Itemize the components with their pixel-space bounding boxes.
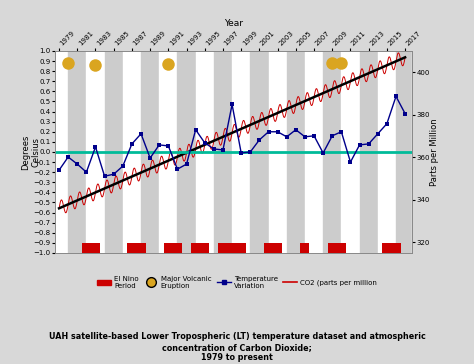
Bar bbox=[214, 51, 232, 253]
Bar bbox=[128, 243, 137, 253]
Bar bbox=[177, 51, 196, 253]
Text: UAH satellite-based Lower Tropospheric (LT) temperature dataset and atmospheric
: UAH satellite-based Lower Tropospheric (… bbox=[49, 332, 425, 362]
Bar bbox=[237, 243, 246, 253]
Bar bbox=[323, 51, 341, 253]
Bar bbox=[268, 51, 287, 253]
Bar bbox=[219, 243, 228, 253]
Bar bbox=[228, 243, 237, 253]
Bar bbox=[392, 243, 401, 253]
Bar bbox=[196, 51, 214, 253]
Bar bbox=[337, 243, 346, 253]
Bar bbox=[191, 243, 200, 253]
Bar bbox=[301, 243, 310, 253]
Bar bbox=[137, 243, 146, 253]
Bar bbox=[91, 243, 100, 253]
Legend: El Nino
Period, Major Volcanic
Eruption, Temperature
Variation, CO2 (parts per m: El Nino Period, Major Volcanic Eruption,… bbox=[97, 276, 377, 289]
Bar bbox=[287, 51, 305, 253]
Bar bbox=[341, 51, 360, 253]
Bar bbox=[328, 243, 337, 253]
X-axis label: Year: Year bbox=[224, 19, 243, 28]
Y-axis label: Parts per Million: Parts per Million bbox=[430, 118, 439, 186]
Bar bbox=[305, 51, 323, 253]
Bar bbox=[68, 51, 86, 253]
Bar bbox=[141, 51, 159, 253]
Bar bbox=[173, 243, 182, 253]
Bar bbox=[105, 51, 123, 253]
Y-axis label: Degrees
Celsius: Degrees Celsius bbox=[21, 134, 40, 170]
Bar bbox=[123, 51, 141, 253]
Bar bbox=[264, 243, 273, 253]
Bar bbox=[164, 243, 173, 253]
Bar bbox=[200, 243, 210, 253]
Bar bbox=[232, 51, 250, 253]
Bar bbox=[273, 243, 282, 253]
Bar bbox=[159, 51, 177, 253]
Bar bbox=[378, 51, 396, 253]
Bar bbox=[396, 51, 414, 253]
Bar bbox=[412, 51, 414, 253]
Bar bbox=[383, 243, 392, 253]
Bar bbox=[50, 51, 55, 253]
Bar bbox=[82, 243, 91, 253]
Bar bbox=[360, 51, 378, 253]
Bar bbox=[86, 51, 105, 253]
Bar bbox=[50, 51, 68, 253]
Bar bbox=[250, 51, 268, 253]
